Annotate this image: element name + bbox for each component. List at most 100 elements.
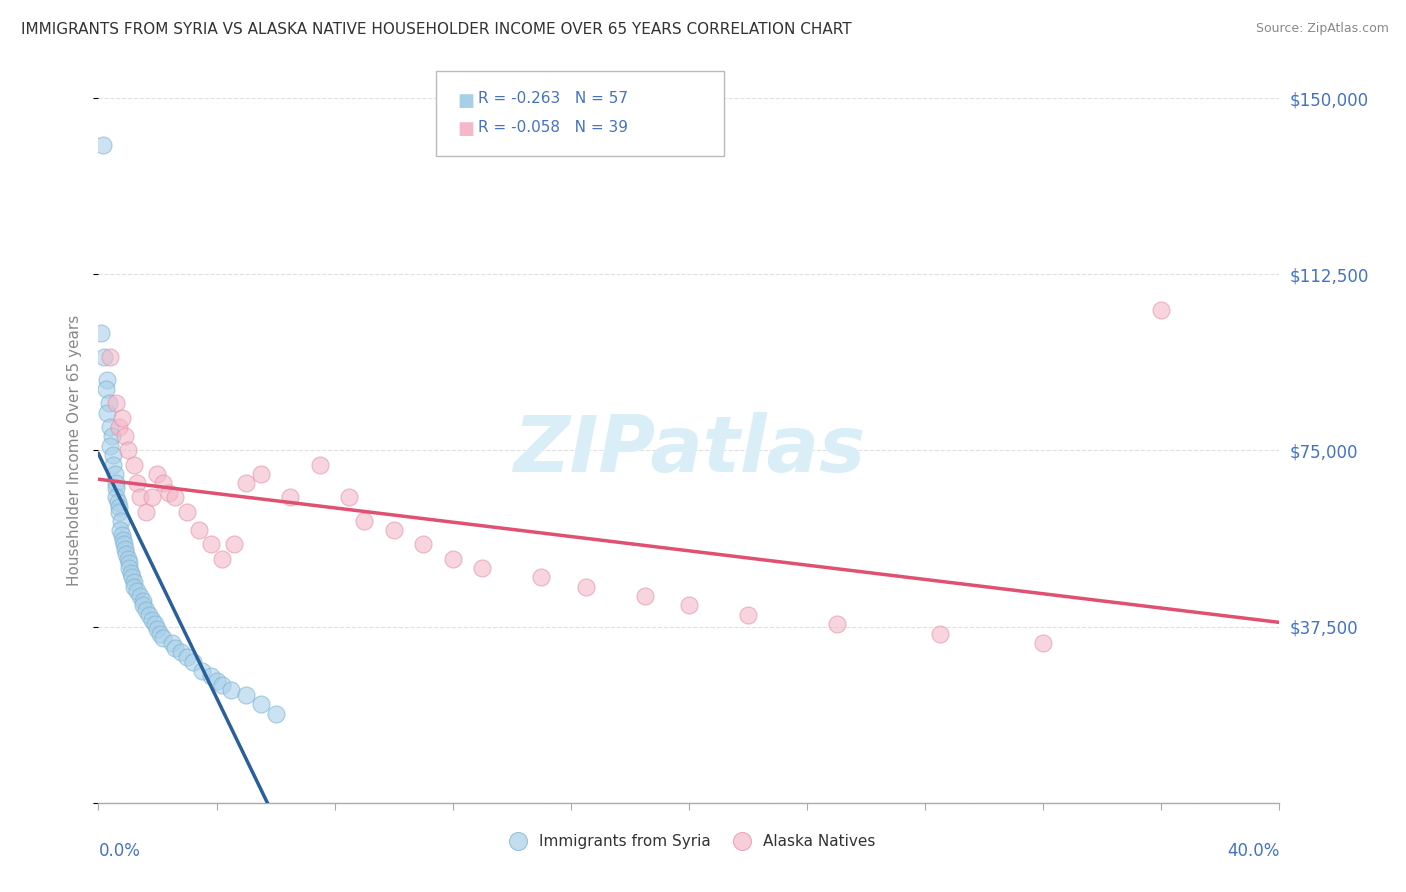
Point [181, 655, 204, 669]
Point [117, 551, 139, 566]
Point [235, 688, 257, 702]
Point [1150, 302, 1173, 317]
Text: ■: ■ [457, 92, 474, 110]
Point [91, 138, 114, 153]
Point [120, 566, 142, 580]
Y-axis label: Householder Income Over 65 years: Householder Income Over 65 years [67, 315, 83, 586]
Point [121, 570, 143, 584]
Point [125, 476, 148, 491]
Point [211, 678, 233, 692]
Point [146, 622, 169, 636]
Point [114, 429, 136, 443]
Point [1032, 636, 1054, 650]
Point [94, 383, 117, 397]
Point [264, 706, 287, 721]
Text: ■: ■ [457, 120, 474, 138]
Point [108, 500, 131, 514]
Point [224, 537, 246, 551]
Point [90, 326, 112, 340]
Point [146, 467, 169, 481]
Point [128, 491, 150, 505]
Text: IMMIGRANTS FROM SYRIA VS ALASKA NATIVE HOUSEHOLDER INCOME OVER 65 YEARS CORRELAT: IMMIGRANTS FROM SYRIA VS ALASKA NATIVE H… [21, 22, 852, 37]
Point [98, 439, 121, 453]
Point [122, 458, 145, 472]
Point [353, 514, 375, 528]
Point [143, 617, 166, 632]
Point [634, 589, 657, 603]
Point [118, 561, 141, 575]
Text: R = -0.058   N = 39: R = -0.058 N = 39 [478, 120, 628, 135]
Point [108, 420, 131, 434]
Point [115, 547, 138, 561]
Point [235, 476, 257, 491]
Point [104, 491, 127, 505]
Point [309, 458, 332, 472]
Point [530, 570, 553, 584]
Point [96, 373, 118, 387]
Point [108, 504, 131, 518]
Point [211, 551, 233, 566]
Point [132, 599, 155, 613]
Point [105, 481, 128, 495]
Point [200, 669, 222, 683]
Point [678, 599, 700, 613]
Point [135, 603, 157, 617]
Point [114, 542, 136, 557]
Point [111, 533, 134, 547]
Point [200, 537, 222, 551]
Point [250, 697, 273, 711]
Point [149, 626, 172, 640]
Point [412, 537, 434, 551]
Point [103, 458, 125, 472]
Point [124, 580, 146, 594]
Point [125, 584, 148, 599]
Point [112, 537, 135, 551]
Point [111, 528, 134, 542]
Point [471, 561, 494, 575]
Point [96, 406, 118, 420]
Point [250, 467, 273, 481]
Point [98, 420, 121, 434]
Point [111, 410, 134, 425]
Point [280, 491, 302, 505]
Point [165, 491, 187, 505]
Point [135, 504, 157, 518]
Text: R = -0.263   N = 57: R = -0.263 N = 57 [478, 91, 628, 106]
Point [737, 607, 759, 622]
Point [117, 556, 139, 570]
Point [107, 495, 129, 509]
Point [93, 350, 115, 364]
Point [104, 467, 127, 481]
Point [132, 594, 155, 608]
Text: ZIPatlas: ZIPatlas [513, 412, 865, 489]
Point [98, 350, 121, 364]
Point [105, 396, 128, 410]
Point [138, 607, 160, 622]
Point [205, 673, 228, 688]
Point [187, 524, 209, 538]
Point [191, 665, 214, 679]
Point [141, 491, 163, 505]
Legend: Immigrants from Syria, Alaska Natives: Immigrants from Syria, Alaska Natives [496, 828, 882, 855]
Point [176, 650, 198, 665]
Text: 40.0%: 40.0% [1227, 841, 1279, 860]
Point [108, 524, 131, 538]
Point [221, 683, 243, 698]
Point [100, 429, 122, 443]
Point [128, 589, 150, 603]
Point [162, 636, 183, 650]
Point [165, 640, 187, 655]
Text: Source: ZipAtlas.com: Source: ZipAtlas.com [1256, 22, 1389, 36]
Point [176, 504, 198, 518]
Point [152, 476, 174, 491]
Point [170, 645, 193, 659]
Point [117, 443, 139, 458]
Point [105, 476, 128, 491]
Point [152, 632, 174, 646]
Point [441, 551, 464, 566]
Point [157, 485, 180, 500]
Point [575, 580, 598, 594]
Point [382, 524, 405, 538]
Point [929, 626, 952, 640]
Point [825, 617, 848, 632]
